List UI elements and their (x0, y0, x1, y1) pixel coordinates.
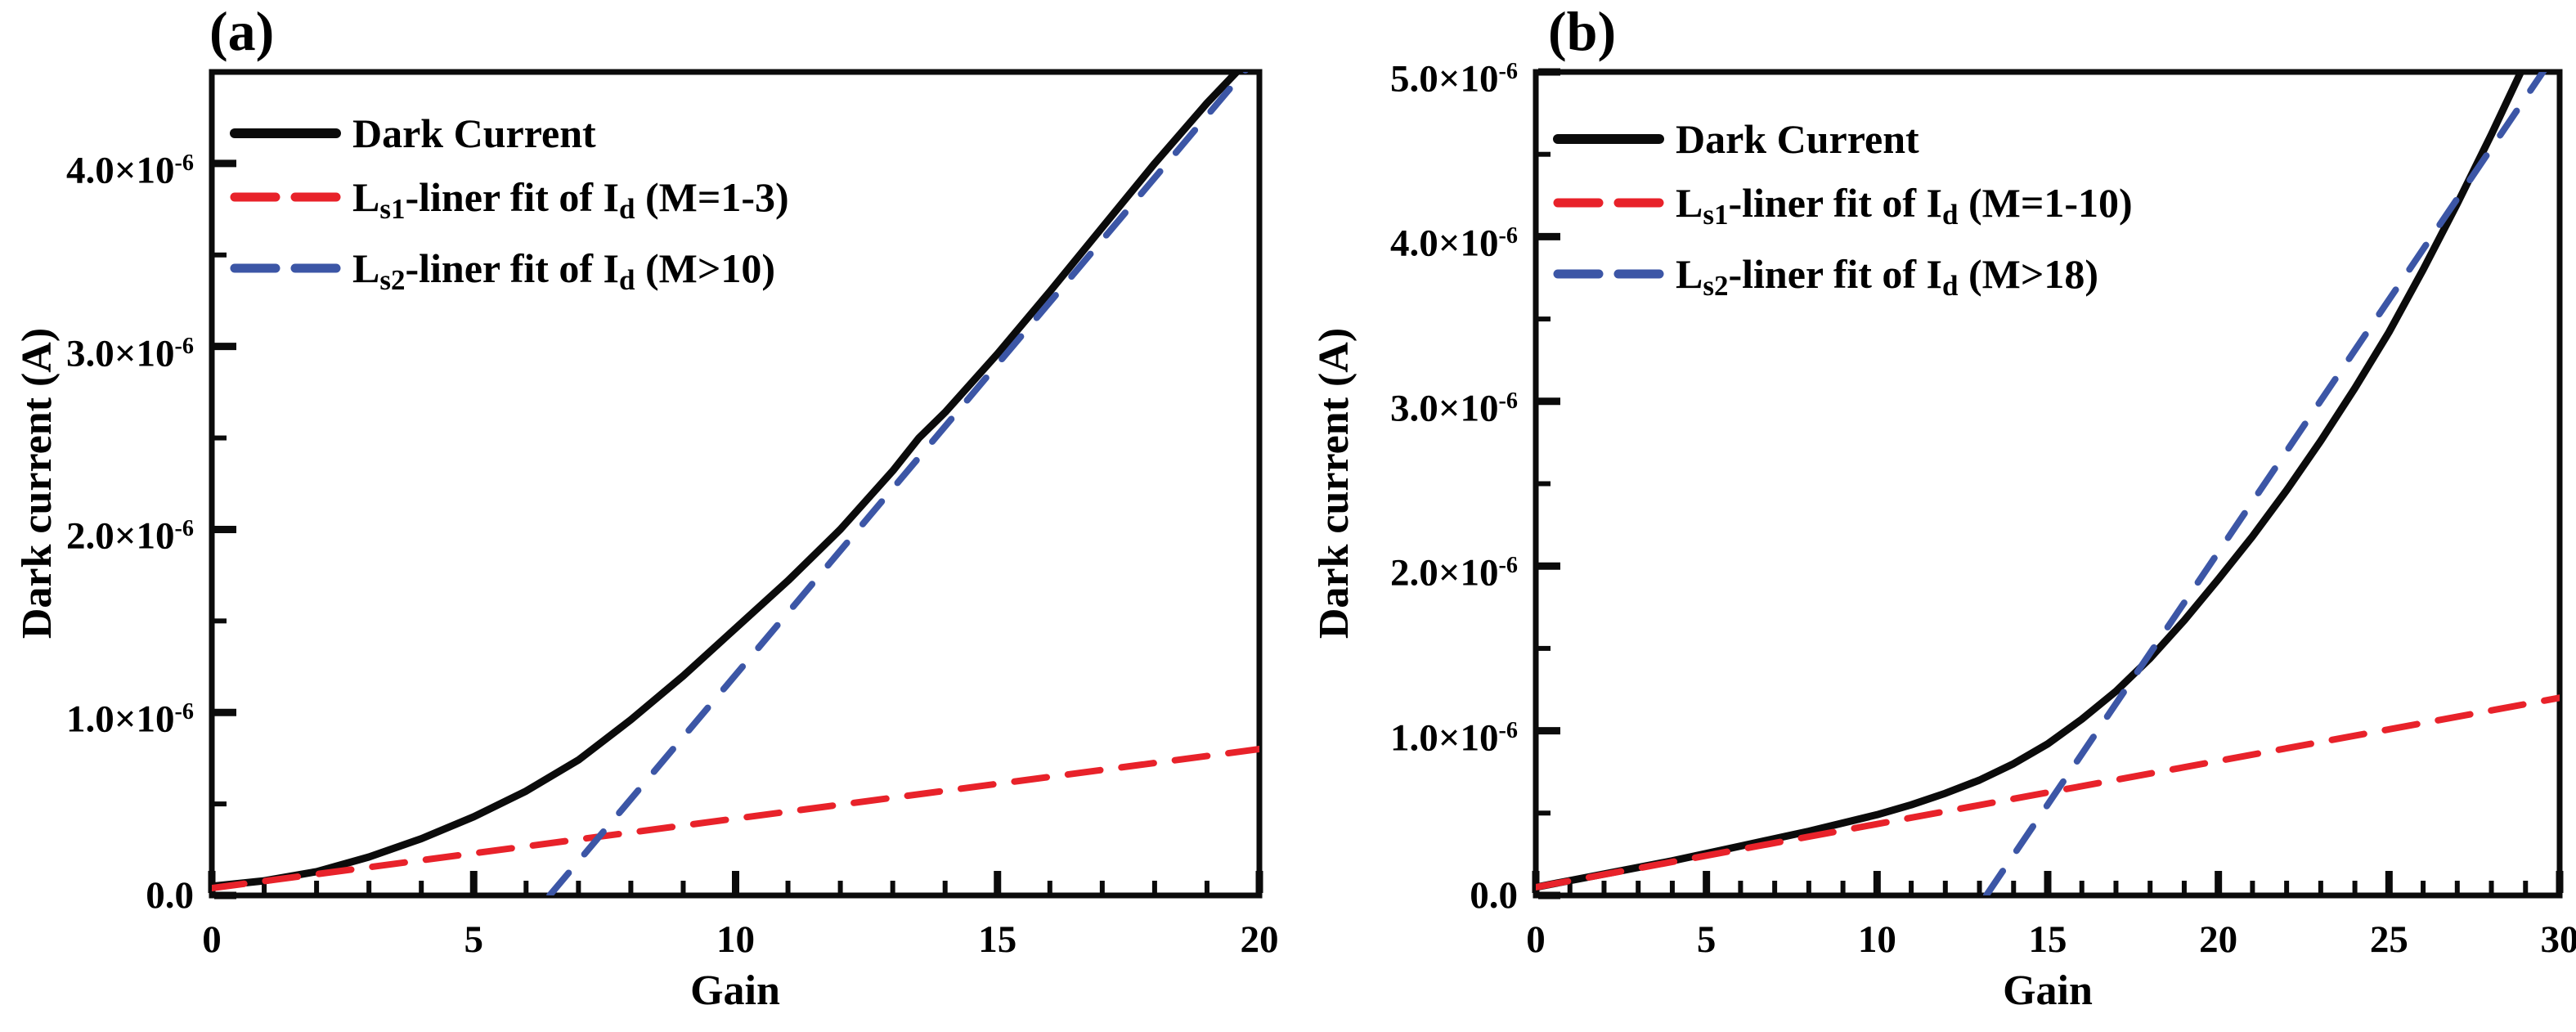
panel-a-legend-text: Dark Current (352, 110, 596, 156)
panel-a-y-tick-base: 0.0 (146, 874, 194, 917)
panel-a-legend-subscript: d (619, 263, 635, 296)
panel-b-y-tick-base: 0.0 (1470, 874, 1518, 917)
panel-b-y-tick-base: 1.0×10 (1389, 716, 1499, 760)
panel-a-y-tick-exponent: -6 (174, 516, 194, 542)
panel-b-y-tick-base: 3.0×10 (1389, 387, 1499, 430)
panel-b-legend-subscript: d (1942, 269, 1959, 302)
panel-b-y-tick-label: 3.0×10-6 (1390, 379, 1518, 429)
panel-b-legend-subscript: s1 (1703, 198, 1729, 231)
panel-a-frame (209, 69, 1263, 899)
panel-b-curve-red (1536, 694, 2560, 891)
panel-b-y-tick-label: 5.0×10-6 (1390, 49, 1518, 101)
panel-b-legend-text: -liner fit of I (1728, 180, 1943, 226)
panel-b-series-group (1536, 72, 2560, 895)
panel-b-x-tick-label: 5 (1696, 918, 1717, 961)
panel-b-legend-subscript: d (1942, 198, 1959, 231)
panel-a-y-tick-label: 4.0×10-6 (66, 141, 194, 191)
panel-b-y-tick-label: 1.0×10-6 (1390, 708, 1518, 759)
panel-b-legend-text: L (1676, 180, 1703, 226)
panel-a-y-tick-label: 1.0×10-6 (66, 689, 194, 741)
panel-b-curve-blue (1982, 72, 2547, 895)
panel-b-y-tick-base: 4.0×10 (1389, 222, 1499, 265)
panel-a-legend-text: (M>10) (635, 245, 775, 291)
panel-b-x-tick-label: 0 (1526, 918, 1546, 961)
panel-a-y-tick-label: 0.0 (146, 873, 194, 918)
panel-a-x-tick-label: 20 (1240, 918, 1279, 961)
panel-a-y-axis-title: Dark current (A) (14, 327, 61, 639)
panel-a-legend-text: -liner fit of I (405, 245, 620, 291)
panel-a-legend-subscript: s1 (379, 192, 406, 225)
panel-b-label: (b) (1548, 0, 1617, 62)
panel-b-x-tick-label: 15 (2028, 918, 2067, 961)
panel-a-legend-text: L (352, 245, 380, 291)
panel-b-y-tick-label: 4.0×10-6 (1390, 213, 1518, 265)
panel-a-x-tick-label: 15 (978, 918, 1017, 961)
panel-b-x-tick-label: 30 (2540, 918, 2576, 961)
panel-b-y-tick-exponent: -6 (1498, 223, 1518, 249)
panel-a-y-tick-base: 3.0×10 (65, 332, 175, 375)
panel-b-legend-label-3: Ls2-liner fit of Id (M>18) (1676, 249, 2098, 302)
panel-b-legend-subscript: s2 (1703, 269, 1729, 302)
panel-a-legend-text: (M=1-3) (635, 174, 789, 220)
panel-b-y-axis-title: Dark current (A) (1311, 327, 1358, 639)
panel-b-legend-text: -liner fit of I (1728, 251, 1943, 297)
panel-b-x-tick-label: 25 (2369, 918, 2408, 961)
panel-b-y-tick-label: 0.0 (1470, 873, 1518, 918)
panel-b-y-tick-base: 5.0×10 (1389, 57, 1499, 101)
panel-a-x-tick-label: 5 (464, 918, 484, 961)
panel-a-legend-label-3: Ls2-liner fit of Id (M>10) (352, 243, 775, 296)
panel-b-y-tick-exponent: -6 (1498, 553, 1518, 579)
panel-a-y-tick-label: 2.0×10-6 (66, 506, 194, 558)
panel-b-legend-text: (M>18) (1958, 251, 2098, 297)
panel-a-y-tick-exponent: -6 (174, 333, 194, 359)
panel-b-legend-text: (M=1-10) (1958, 180, 2133, 226)
panel-a-legend-subscript: s2 (379, 263, 406, 296)
panel-a-legend-text: -liner fit of I (405, 174, 620, 220)
panel-a-x-tick-label: 10 (716, 918, 755, 961)
panel-b-x-axis-title: Gain (2003, 967, 2093, 1014)
panel-b-curve-black (1536, 72, 2525, 891)
panel-a-y-tick-exponent: -6 (174, 699, 194, 725)
panel-a-x-tick-label: 0 (202, 918, 222, 961)
panel-a-curve-black (212, 72, 1242, 891)
panel-b-x-tick-label: 10 (1857, 918, 1896, 961)
panel-b-y-tick-exponent: -6 (1498, 388, 1518, 414)
panel-a-curve-blue (546, 72, 1249, 895)
panel-a-legend-subscript: d (619, 192, 635, 225)
panel-b-y-tick-exponent: -6 (1498, 59, 1518, 84)
panel-a-y-tick-base: 1.0×10 (65, 698, 175, 741)
panel-b-y-tick-exponent: -6 (1498, 717, 1518, 743)
panel-a-curve-red (212, 746, 1259, 891)
panel-b-legend-text: L (1676, 251, 1703, 297)
panel-b-y-tick-label: 2.0×10-6 (1390, 543, 1518, 595)
panel-a-label: (a) (209, 0, 275, 62)
panel-b-frame (1533, 69, 2563, 899)
panel-b-y-tick-base: 2.0×10 (1389, 551, 1499, 595)
panel-a-x-axis-title: Gain (690, 967, 780, 1014)
panel-a-series-group (212, 72, 1259, 895)
panel-a-y-tick-label: 3.0×10-6 (66, 324, 194, 375)
panel-a-legend-label-1: Dark Current (352, 108, 596, 159)
panel-a-legend-text: L (352, 174, 380, 220)
panel-a-y-tick-base: 4.0×10 (65, 149, 175, 192)
panel-b-legend-label-2: Ls1-liner fit of Id (M=1-10) (1676, 177, 2133, 231)
panel-b-legend-text: Dark Current (1676, 116, 1919, 162)
panel-a-y-tick-exponent: -6 (174, 150, 194, 176)
panel-a-y-tick-base: 2.0×10 (65, 514, 175, 558)
panel-b-x-tick-label: 20 (2199, 918, 2238, 961)
panel-a-legend-label-2: Ls1-liner fit of Id (M=1-3) (352, 172, 789, 225)
panel-b-legend-label-1: Dark Current (1676, 114, 1919, 164)
